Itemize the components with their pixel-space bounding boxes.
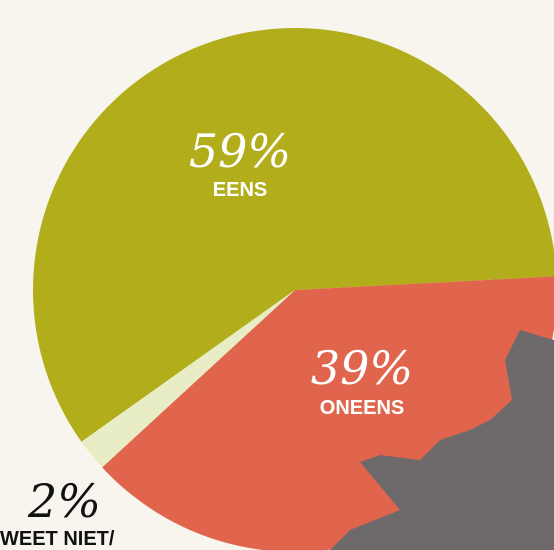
value-label: 39% (311, 341, 413, 395)
pie-slice (33, 28, 554, 442)
value-label: 2% (27, 474, 101, 528)
pie-slice (81, 290, 295, 468)
category-label: WEET NIET/ (0, 528, 115, 550)
category-label: ONEENS (320, 397, 404, 419)
labels: 59%EENS 39%ONEENS 2%WEET NIET/ (0, 124, 413, 550)
value-label: 59% (189, 124, 291, 178)
silhouette (330, 330, 554, 550)
category-label: EENS (213, 179, 267, 201)
